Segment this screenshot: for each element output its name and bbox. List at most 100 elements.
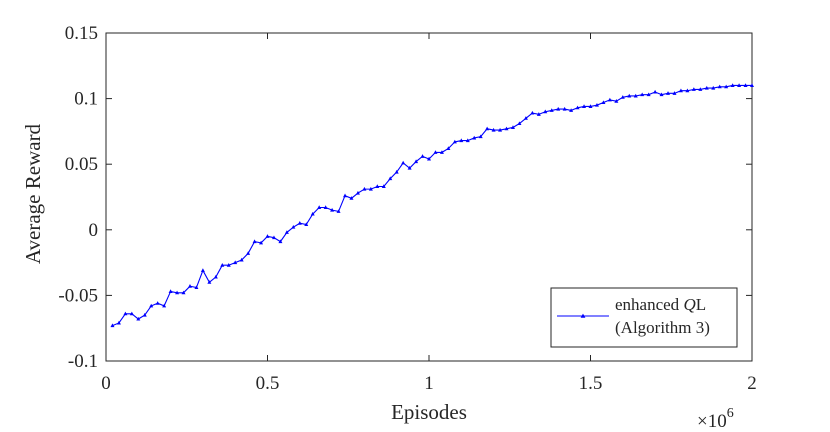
data-point-marker [362, 186, 367, 191]
data-point-marker [246, 251, 251, 255]
x-axis-multiplier: ×106 [697, 406, 734, 432]
data-point-marker [452, 139, 457, 144]
y-tick-label: 0.05 [65, 154, 98, 175]
data-point-marker [588, 104, 593, 108]
data-point-marker [394, 169, 399, 174]
series-layer [110, 83, 754, 328]
data-point-marker [504, 126, 509, 131]
data-point-marker [582, 104, 587, 108]
data-point-marker [343, 193, 348, 198]
data-point-marker [730, 83, 735, 87]
data-point-marker [685, 88, 690, 93]
data-point-marker [162, 303, 167, 308]
data-point-marker [478, 134, 483, 139]
data-point-marker [265, 234, 270, 238]
data-point-marker [543, 109, 548, 114]
data-point-marker [691, 87, 696, 91]
data-point-marker [414, 159, 419, 164]
data-point-marker [472, 135, 477, 140]
data-point-marker [284, 230, 289, 234]
y-tick-label: -0.1 [68, 351, 98, 372]
y-tick-label: 0 [89, 220, 99, 241]
data-point-marker [336, 209, 341, 213]
data-point-marker [724, 84, 729, 89]
data-point-marker [575, 105, 580, 110]
data-point-marker [181, 290, 186, 295]
data-point-marker [252, 239, 257, 244]
data-point-marker [136, 316, 141, 321]
data-point-marker [330, 207, 335, 212]
data-point-marker [142, 312, 147, 317]
data-point-marker [627, 93, 632, 98]
data-point-marker [549, 108, 554, 112]
data-point-marker [491, 127, 496, 132]
data-point-marker [278, 239, 283, 244]
data-point-marker [220, 263, 225, 267]
data-point-marker [666, 91, 671, 95]
data-point-marker [556, 106, 561, 111]
data-point-marker [226, 263, 231, 267]
data-point-marker [349, 196, 354, 200]
data-point-marker [110, 323, 115, 328]
data-point-marker [291, 224, 296, 229]
data-point-marker [562, 106, 567, 111]
legend-series-label-line2: (Algorithm 3) [615, 318, 710, 337]
data-point-marker [620, 95, 625, 99]
data-point-marker [594, 102, 599, 107]
x-tick-label: 0.5 [256, 373, 280, 394]
data-point-marker [485, 126, 490, 131]
data-point-marker [116, 320, 121, 325]
data-point-marker [743, 83, 748, 87]
x-tick-label: 2 [747, 373, 757, 394]
data-point-marker [168, 289, 173, 293]
x-tick-label: 1.5 [579, 373, 603, 394]
data-point-marker [678, 88, 683, 93]
data-point-marker [737, 83, 742, 87]
data-point-marker [439, 150, 444, 154]
data-point-marker [207, 280, 212, 284]
data-point-marker [401, 160, 406, 165]
data-point-marker [297, 221, 302, 225]
data-point-marker [310, 211, 315, 216]
data-point-marker [601, 100, 606, 105]
data-point-marker [536, 112, 541, 116]
data-point-marker [614, 99, 619, 103]
legend-marker-sample [580, 313, 586, 318]
y-tick-label: 0.15 [65, 23, 98, 44]
data-point-marker [420, 154, 425, 158]
data-point-marker [607, 97, 612, 102]
series-line [112, 84, 752, 327]
y-tick-label: 0.1 [74, 89, 98, 110]
axes: 0 0.5 1 1.5 2 -0.1 -0.05 0 0.05 0.1 0.15 [58, 23, 756, 394]
data-point-marker [517, 121, 522, 126]
data-point-marker [646, 92, 651, 97]
data-point-marker [698, 87, 703, 91]
data-point-marker [510, 125, 515, 129]
data-point-marker [498, 127, 503, 132]
data-point-marker [187, 284, 192, 288]
data-point-marker [640, 92, 645, 97]
data-point-marker [672, 91, 677, 95]
data-point-marker [633, 93, 638, 98]
data-point-marker [155, 301, 160, 305]
x-axis-label: Episodes [391, 400, 467, 424]
data-point-marker [659, 92, 664, 97]
data-point-marker [123, 311, 128, 316]
legend-series-label: enhanced QL [615, 295, 706, 314]
data-point-marker [427, 156, 431, 161]
data-point-marker [271, 235, 276, 240]
data-point-marker [465, 138, 470, 143]
y-tick-label: -0.05 [58, 285, 98, 306]
data-point-marker [375, 184, 380, 189]
data-point-marker [149, 303, 154, 308]
data-point-marker [194, 285, 199, 290]
data-point-marker [407, 165, 412, 170]
data-point-marker [175, 290, 180, 295]
data-point-marker [569, 108, 574, 112]
data-point-marker [323, 205, 328, 209]
data-point-marker [213, 274, 218, 279]
data-point-marker [530, 110, 535, 115]
data-point-marker [355, 190, 360, 195]
data-point-marker [317, 205, 322, 209]
data-point-marker [381, 184, 386, 189]
